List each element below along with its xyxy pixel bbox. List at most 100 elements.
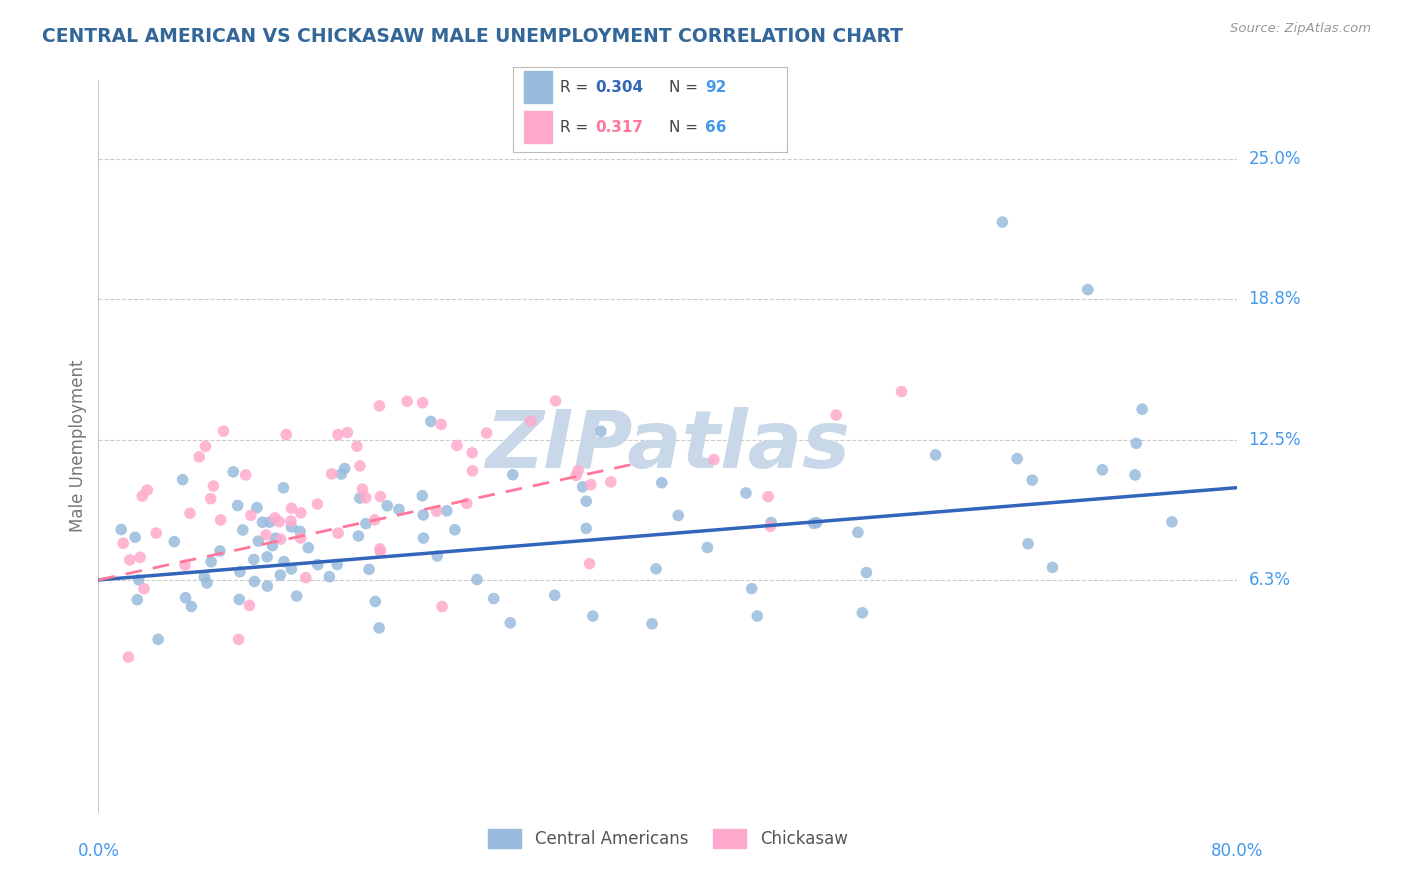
Point <box>127 592 149 607</box>
Text: 0.304: 0.304 <box>596 79 644 95</box>
Point <box>235 467 257 482</box>
Point <box>269 515 291 529</box>
Point <box>290 531 312 545</box>
Point <box>1130 402 1153 417</box>
Point <box>246 500 269 515</box>
Point <box>436 504 458 518</box>
Y-axis label: Male Unemployment: Male Unemployment <box>69 359 87 533</box>
Point <box>412 531 434 545</box>
Point <box>426 504 449 518</box>
Point <box>1021 473 1043 487</box>
Point <box>565 468 588 483</box>
Point <box>172 473 194 487</box>
Point <box>465 573 488 587</box>
Point <box>276 427 298 442</box>
Point <box>890 384 912 399</box>
Text: 0.0%: 0.0% <box>77 842 120 860</box>
Point <box>582 609 605 624</box>
Point <box>544 588 567 602</box>
Point <box>128 573 150 587</box>
Point <box>651 475 673 490</box>
Point <box>326 558 349 572</box>
Point <box>179 506 201 520</box>
Text: 18.8%: 18.8% <box>1249 290 1301 308</box>
Point <box>364 594 387 608</box>
Point <box>352 482 374 496</box>
Point <box>825 408 848 422</box>
Point <box>357 562 380 576</box>
Point <box>212 424 235 438</box>
Point <box>747 609 769 624</box>
Point <box>163 534 186 549</box>
Point <box>388 502 411 516</box>
Point <box>112 536 135 550</box>
Point <box>295 571 318 585</box>
Point <box>851 606 873 620</box>
Point <box>396 394 419 409</box>
Text: 66: 66 <box>706 120 727 135</box>
Text: 25.0%: 25.0% <box>1249 150 1301 168</box>
Point <box>924 448 946 462</box>
Point <box>264 511 287 525</box>
Point <box>174 558 197 573</box>
Point <box>991 215 1014 229</box>
Point <box>321 467 343 481</box>
Point <box>188 450 211 464</box>
Point <box>803 516 825 531</box>
Point <box>110 523 132 537</box>
Point <box>318 570 340 584</box>
Point <box>326 427 349 442</box>
Point <box>430 417 453 432</box>
Point <box>349 491 371 505</box>
Point <box>194 439 217 453</box>
Point <box>330 467 353 481</box>
Point <box>270 532 292 546</box>
Point <box>363 513 385 527</box>
Point <box>226 499 249 513</box>
Point <box>232 523 254 537</box>
Point <box>645 562 668 576</box>
Point <box>174 591 197 605</box>
Point <box>326 526 349 541</box>
Point <box>1125 436 1147 450</box>
Point <box>846 525 869 540</box>
Legend: Central Americans, Chickasaw: Central Americans, Chickasaw <box>481 822 855 855</box>
Point <box>307 558 329 572</box>
Point <box>209 513 232 527</box>
Point <box>1091 463 1114 477</box>
Text: R =: R = <box>560 79 593 95</box>
Point <box>368 541 391 556</box>
Point <box>346 439 368 453</box>
Point <box>259 515 281 529</box>
Point <box>193 570 215 584</box>
Point <box>575 521 598 535</box>
Point <box>666 508 689 523</box>
Point <box>256 549 278 564</box>
Point <box>855 566 877 580</box>
Point <box>412 396 434 410</box>
Point <box>419 415 441 429</box>
Text: N =: N = <box>669 79 703 95</box>
Point <box>280 514 302 528</box>
Point <box>200 491 222 506</box>
Point <box>1005 451 1028 466</box>
Point <box>307 497 329 511</box>
Point <box>1161 515 1184 529</box>
Point <box>641 616 664 631</box>
Point <box>252 515 274 529</box>
Point <box>254 528 277 542</box>
Text: N =: N = <box>669 120 703 135</box>
Point <box>354 491 377 505</box>
Point <box>132 582 155 596</box>
Point <box>256 579 278 593</box>
Point <box>1042 560 1064 574</box>
Point <box>180 599 202 614</box>
Point <box>195 576 218 591</box>
Point <box>333 461 356 475</box>
Point <box>239 508 262 523</box>
Point <box>461 446 484 460</box>
Point <box>446 438 468 452</box>
Point <box>370 490 392 504</box>
Point <box>273 481 295 495</box>
Point <box>1123 467 1146 482</box>
